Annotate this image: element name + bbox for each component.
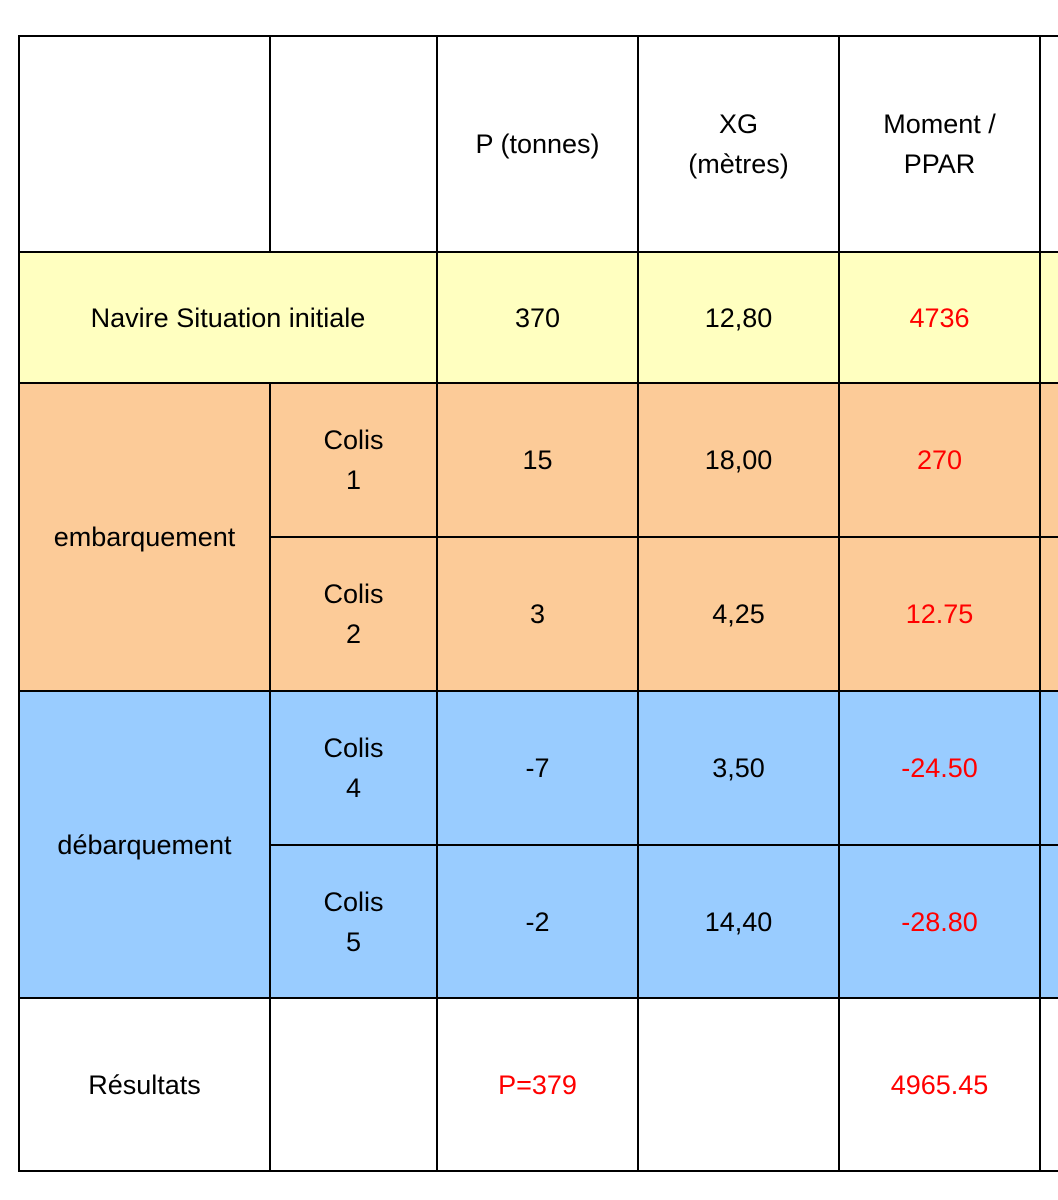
colis-5-xg-value: 14,40 bbox=[637, 844, 838, 997]
colis-5-cut-off-cell bbox=[1039, 844, 1058, 997]
initial-p-value: 370 bbox=[436, 251, 637, 382]
results-moment-value: 4965.45 bbox=[838, 997, 1039, 1172]
embarquement-label: embarquement bbox=[18, 382, 269, 690]
colis-2-p-value: 3 bbox=[436, 536, 637, 690]
colis-1-label: Colis 1 bbox=[269, 382, 436, 536]
header-p-tonnes: P (tonnes) bbox=[436, 35, 637, 251]
colis-5-label: Colis 5 bbox=[269, 844, 436, 997]
results-empty-cell bbox=[269, 997, 436, 1172]
initial-cut-off-cell bbox=[1039, 251, 1058, 382]
initial-moment-value: 4736 bbox=[838, 251, 1039, 382]
header-xg-metres: XG (mètres) bbox=[637, 35, 838, 251]
results-label: Résultats bbox=[18, 997, 269, 1172]
results-cut-off-cell bbox=[1039, 997, 1058, 1172]
colis-2-xg-value: 4,25 bbox=[637, 536, 838, 690]
colis-1-p-value: 15 bbox=[436, 382, 637, 536]
colis-2-moment-value: 12.75 bbox=[838, 536, 1039, 690]
colis-1-moment-value: 270 bbox=[838, 382, 1039, 536]
colis-4-p-value: -7 bbox=[436, 690, 637, 844]
colis-1-cut-off-cell bbox=[1039, 382, 1058, 536]
header-cut-off-column bbox=[1039, 35, 1058, 251]
colis-4-cut-off-cell bbox=[1039, 690, 1058, 844]
results-xg-empty-cell bbox=[637, 997, 838, 1172]
header-moment-ppar: Moment / PPAR bbox=[838, 35, 1039, 251]
colis-1-xg-value: 18,00 bbox=[637, 382, 838, 536]
debarquement-label: débarquement bbox=[18, 690, 269, 997]
colis-4-label: Colis 4 bbox=[269, 690, 436, 844]
header-empty-cell-1 bbox=[18, 35, 269, 251]
colis-4-xg-value: 3,50 bbox=[637, 690, 838, 844]
colis-2-cut-off-cell bbox=[1039, 536, 1058, 690]
colis-5-p-value: -2 bbox=[436, 844, 637, 997]
stability-calculation-table: P (tonnes) XG (mètres) Moment / PPAR Nav… bbox=[18, 35, 1058, 1172]
colis-2-label: Colis 2 bbox=[269, 536, 436, 690]
colis-4-moment-value: -24.50 bbox=[838, 690, 1039, 844]
initial-situation-label: Navire Situation initiale bbox=[18, 251, 436, 382]
colis-5-moment-value: -28.80 bbox=[838, 844, 1039, 997]
results-p-value: P=379 bbox=[436, 997, 637, 1172]
header-empty-cell-2 bbox=[269, 35, 436, 251]
initial-xg-value: 12,80 bbox=[637, 251, 838, 382]
